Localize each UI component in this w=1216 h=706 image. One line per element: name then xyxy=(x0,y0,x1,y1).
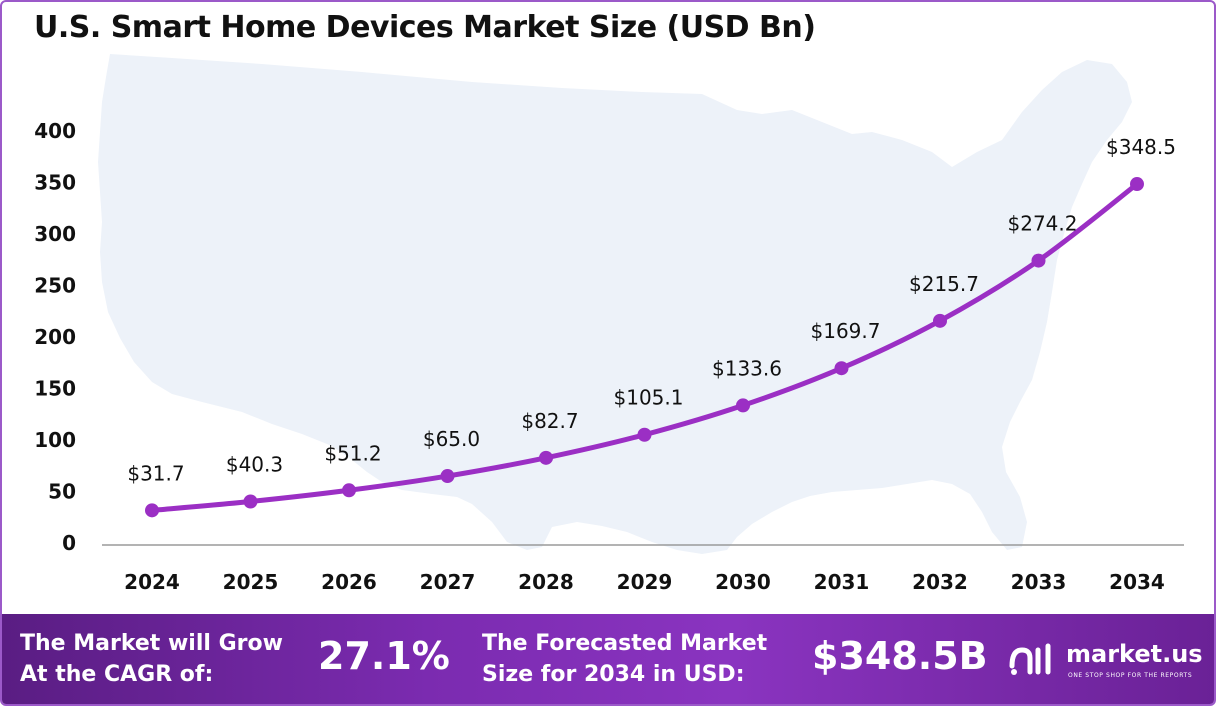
data-label: $169.7 xyxy=(811,319,881,343)
data-label: $51.2 xyxy=(324,441,381,465)
x-tick-label: 2027 xyxy=(420,570,476,594)
series-line xyxy=(149,181,1140,513)
y-tick-label: 250 xyxy=(34,274,76,298)
data-label: $348.5 xyxy=(1106,135,1176,159)
x-tick-label: 2024 xyxy=(124,570,180,594)
y-tick-label: 300 xyxy=(34,222,76,246)
x-tick-label: 2029 xyxy=(617,570,673,594)
data-point xyxy=(539,450,553,465)
data-point xyxy=(145,503,159,518)
cagr-label-line2: At the CAGR of: xyxy=(20,662,214,687)
data-label: $105.1 xyxy=(614,386,684,410)
data-label: $215.7 xyxy=(909,272,979,296)
x-tick-label: 2034 xyxy=(1109,570,1165,594)
forecast-label-line2: Size for 2034 in USD: xyxy=(482,662,745,687)
data-label: $65.0 xyxy=(423,427,480,451)
brand-name: market.us xyxy=(1066,640,1203,668)
y-tick-label: 100 xyxy=(34,428,76,452)
y-tick-label: 350 xyxy=(34,171,76,195)
cagr-value: 27.1% xyxy=(318,634,450,678)
cagr-label-line1: The Market will Grow xyxy=(20,631,283,656)
footer-banner: The Market will Grow At the CAGR of: 27.… xyxy=(2,614,1214,704)
x-tick-label: 2031 xyxy=(814,570,870,594)
brand-tagline: ONE STOP SHOP FOR THE REPORTS xyxy=(1068,672,1193,679)
data-label: $133.6 xyxy=(712,356,782,380)
y-tick-label: 200 xyxy=(34,325,76,349)
cagr-label: The Market will Grow At the CAGR of: xyxy=(20,628,310,690)
y-axis-ticks: 0 50 100 150 200 250 300 350 400 xyxy=(34,119,76,555)
data-point xyxy=(1031,253,1046,268)
data-points xyxy=(145,177,1144,518)
x-axis-ticks: 2024 2025 2026 2027 2028 2029 2030 2031 2032 2033… xyxy=(124,570,1165,594)
data-labels: $31.7 $40.3 $51.2 $65.0 $82.7 $105.1 $133.6 $16… xyxy=(127,135,1176,485)
data-point xyxy=(342,483,356,498)
y-tick-label: 400 xyxy=(34,119,76,143)
x-tick-label: 2025 xyxy=(223,570,279,594)
x-tick-label: 2033 xyxy=(1011,570,1067,594)
data-point xyxy=(637,427,652,442)
usa-map-background xyxy=(98,54,1132,554)
x-tick-label: 2032 xyxy=(912,570,968,594)
y-tick-label: 150 xyxy=(34,377,76,401)
forecast-label-line1: The Forecasted Market xyxy=(482,631,768,656)
data-point xyxy=(1130,177,1144,192)
data-label: $274.2 xyxy=(1008,212,1078,236)
y-tick-label: 50 xyxy=(48,480,76,504)
x-tick-label: 2028 xyxy=(518,570,574,594)
x-tick-label: 2030 xyxy=(715,570,771,594)
data-label: $40.3 xyxy=(226,452,283,476)
market-us-logo-icon xyxy=(1009,643,1051,675)
data-label: $82.7 xyxy=(521,409,578,433)
data-point xyxy=(243,494,258,509)
chart-title: U.S. Smart Home Devices Market Size (USD… xyxy=(34,10,816,45)
data-point xyxy=(736,398,750,413)
y-tick-label: 0 xyxy=(62,531,76,555)
forecast-value: $348.5B xyxy=(812,634,988,678)
brand-logo: market.us ONE STOP SHOP FOR THE REPORTS xyxy=(1008,640,1214,686)
data-point xyxy=(834,361,849,376)
x-tick-label: 2026 xyxy=(321,570,377,594)
data-point xyxy=(440,469,455,484)
data-point xyxy=(933,313,947,328)
forecast-label: The Forecasted Market Size for 2034 in U… xyxy=(482,628,792,690)
data-label: $31.7 xyxy=(127,461,184,485)
